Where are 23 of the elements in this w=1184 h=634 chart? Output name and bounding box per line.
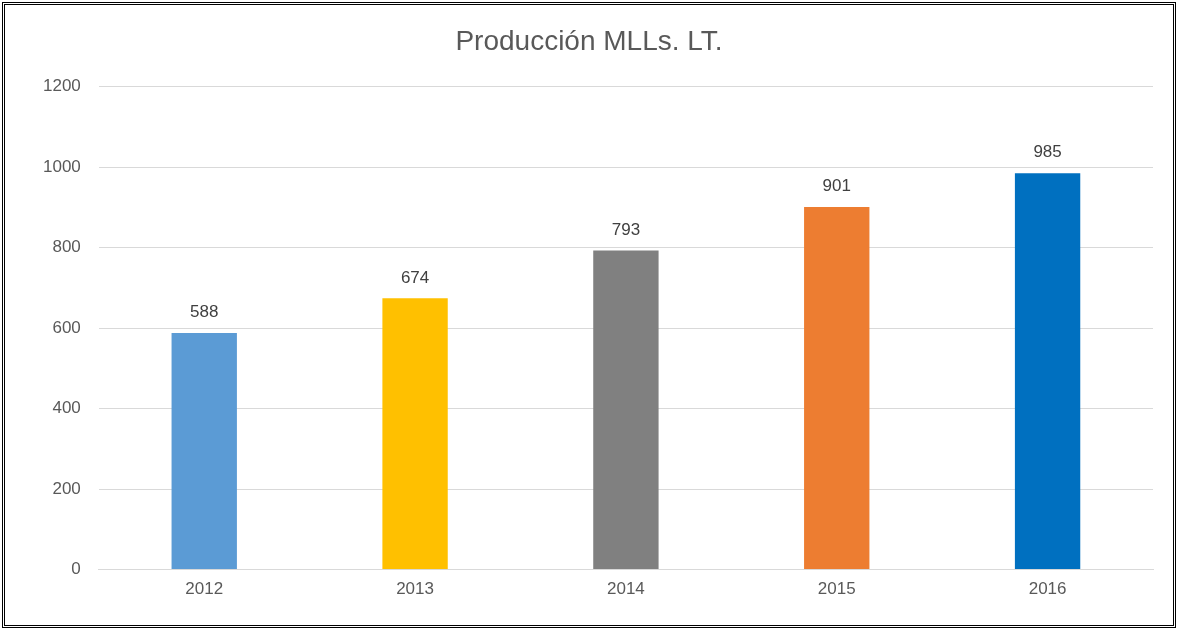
x-tick-label: 2013: [396, 579, 434, 599]
bar: [171, 332, 237, 570]
y-tick-label: 200: [52, 478, 81, 498]
y-tick-label: 400: [52, 398, 81, 418]
bar: [382, 298, 448, 570]
bar: [804, 206, 870, 570]
data-label: 793: [611, 219, 641, 239]
x-tick-label: 2014: [607, 579, 645, 599]
y-tick-label: 0: [71, 559, 81, 579]
data-label: 901: [822, 176, 851, 196]
y-tick-label: 1000: [42, 156, 81, 176]
bar: [1014, 173, 1081, 570]
data-label: 985: [1033, 142, 1062, 162]
y-tick-label: 1200: [42, 76, 81, 96]
data-label: 588: [190, 302, 219, 322]
bar: [593, 250, 659, 570]
data-label: 674: [400, 267, 430, 287]
x-tick-label: 2016: [1028, 579, 1067, 599]
y-tick-label: 600: [52, 317, 81, 337]
x-tick-label: 2012: [185, 579, 224, 599]
chart-title: Producción MLLs. LT.: [455, 24, 723, 56]
x-tick-label: 2015: [817, 579, 856, 599]
y-tick-label: 800: [52, 237, 81, 257]
